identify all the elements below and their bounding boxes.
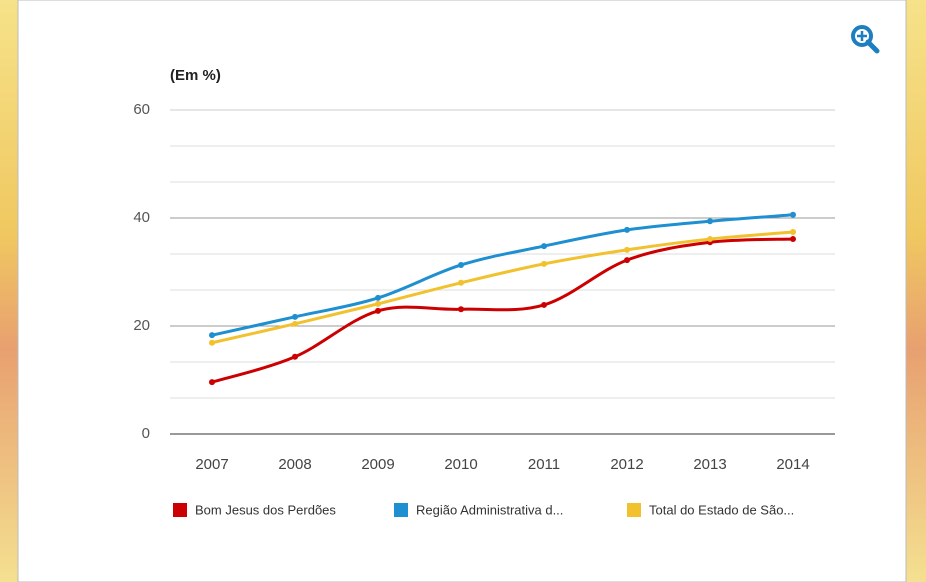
x-tick-label: 2011 [528, 456, 560, 473]
series-line [211, 237, 794, 384]
point [790, 236, 796, 243]
zoom-icon[interactable] [851, 25, 880, 54]
point [624, 257, 630, 264]
point [707, 218, 713, 225]
point [541, 301, 547, 308]
legend-label: Total do Estado de São... [649, 502, 794, 517]
point [541, 260, 547, 267]
x-tick-label: 2008 [278, 456, 311, 473]
point [292, 320, 298, 327]
point [292, 353, 298, 360]
x-tick-label: 2007 [195, 456, 228, 473]
point [624, 246, 630, 253]
point [541, 243, 547, 250]
point [375, 300, 381, 307]
y-tick-label: 20 [133, 317, 150, 334]
point [209, 379, 215, 386]
y-tick-label: 60 [133, 101, 150, 118]
point [458, 279, 464, 286]
point [292, 313, 298, 320]
point [209, 332, 215, 339]
legend-label: Região Administrativa d... [416, 502, 563, 517]
x-tick-label: 2014 [776, 456, 809, 473]
legend-swatch [627, 503, 641, 517]
point [209, 339, 215, 346]
point [458, 306, 464, 313]
series-line [211, 213, 794, 337]
legend-swatch [394, 503, 408, 517]
axis-label: (Em %) [170, 67, 221, 84]
point [624, 226, 630, 233]
legend-swatch [173, 503, 187, 517]
x-tick-label: 2012 [610, 456, 643, 473]
panel [17, 0, 907, 582]
x-tick-label: 2010 [444, 456, 477, 473]
point [458, 261, 464, 268]
point [375, 307, 381, 314]
point [790, 229, 796, 236]
y-tick-label: 40 [133, 209, 150, 226]
point [707, 236, 713, 243]
series-line [211, 230, 794, 345]
point [375, 294, 381, 301]
legend-label: Bom Jesus dos Perdões [195, 502, 336, 517]
y-tick-label: 0 [142, 425, 150, 442]
point [790, 211, 796, 218]
x-tick-label: 2013 [693, 456, 726, 473]
x-tick-label: 2009 [361, 456, 394, 473]
